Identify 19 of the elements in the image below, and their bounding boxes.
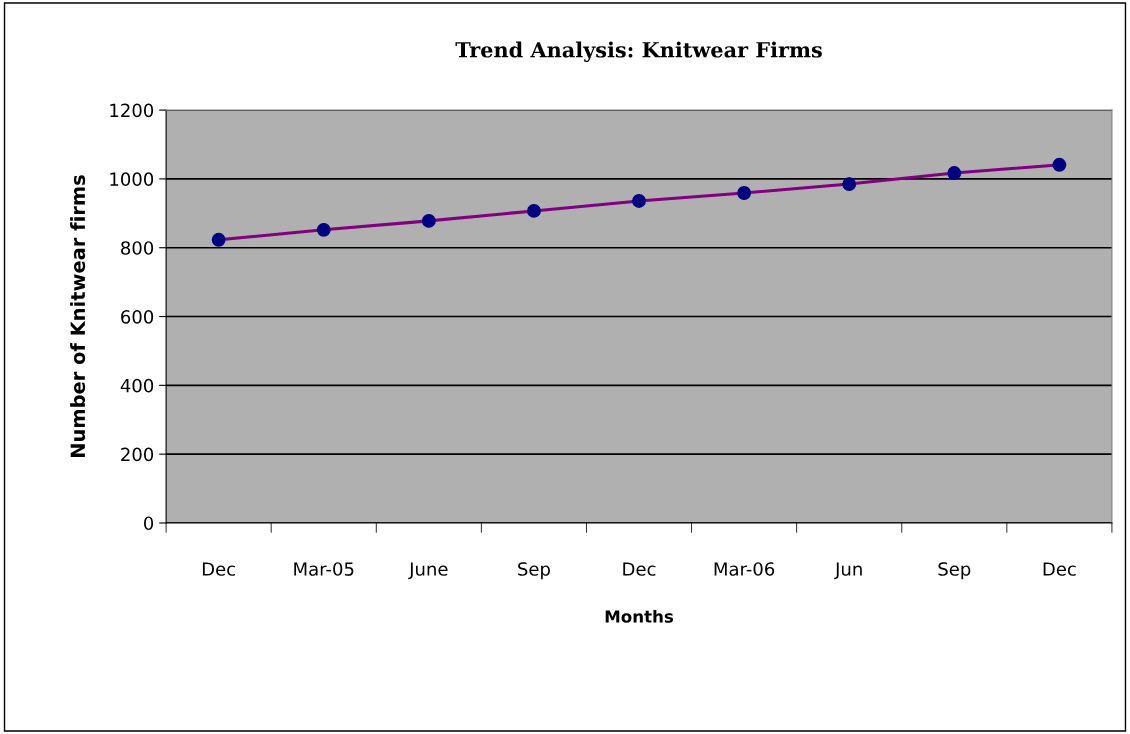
x-tick-label: Jun [834, 562, 862, 580]
x-tick-label: Dec [1043, 562, 1076, 576]
x-axis-title: Months [605, 609, 674, 623]
x-tick-label: Dec [623, 562, 656, 576]
x-tick-label: Sep [938, 562, 971, 580]
chart-title: Trend Analysis: Knitwear Firms [455, 41, 822, 62]
y-tick-label: 400 [120, 378, 154, 393]
x-tick-label: Dec [202, 562, 235, 576]
x-tick-label: Mar-05 [294, 562, 354, 576]
x-tick-label: Mar-06 [714, 562, 775, 576]
y-tick-label: 200 [121, 447, 154, 462]
x-tick-label: Sep [518, 562, 550, 580]
y-tick-label: 800 [121, 241, 154, 255]
y-tick-label: 600 [121, 310, 154, 324]
y-axis-title: Number of Knitwear firms [70, 175, 86, 457]
x-tick-label: June [408, 562, 448, 580]
y-tick-label: 1200 [110, 103, 154, 118]
y-tick-label: 1000 [110, 172, 154, 187]
y-tick-label: 0 [144, 516, 154, 531]
